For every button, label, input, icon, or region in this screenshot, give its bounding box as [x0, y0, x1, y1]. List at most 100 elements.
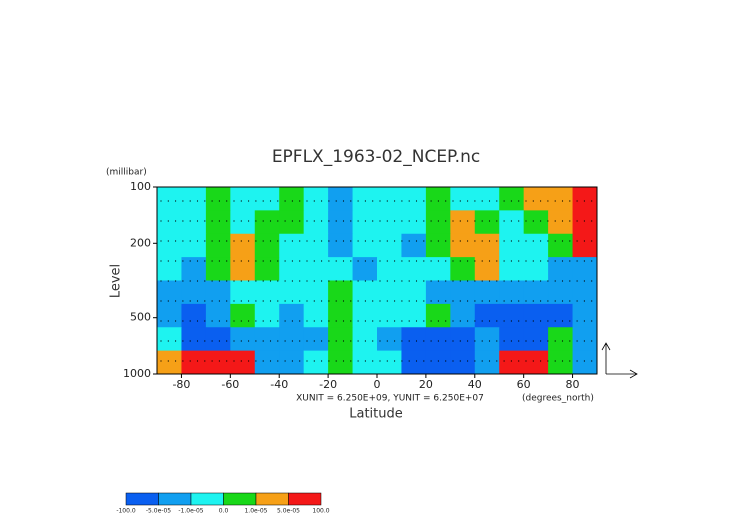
- vector-dot: [467, 220, 469, 222]
- vector-dot: [415, 260, 418, 262]
- vector-dot: [255, 240, 257, 242]
- contour-cell: [425, 303, 451, 328]
- contour-cell: [499, 350, 525, 375]
- vector-dot: [430, 240, 432, 242]
- contour-cell: [450, 280, 476, 305]
- contour-cell: [181, 303, 207, 328]
- vector-dot: [547, 240, 549, 242]
- contour-cell: [572, 187, 598, 211]
- x-tick-label: 0: [374, 378, 381, 391]
- vector-dot: [401, 220, 403, 222]
- vector-dot: [510, 260, 512, 262]
- vector-dot: [211, 260, 213, 262]
- vector-dot: [532, 300, 534, 302]
- colorbar-box: [190, 492, 224, 506]
- vector-dot: [357, 340, 359, 342]
- vector-dot: [211, 280, 213, 282]
- vector-dot: [569, 200, 571, 202]
- vector-dot: [430, 200, 432, 202]
- vector-dot: [240, 240, 242, 242]
- vector-dot: [226, 300, 228, 302]
- vector-dot: [372, 200, 374, 202]
- contour-cell: [352, 187, 378, 211]
- vector-dot: [481, 240, 483, 242]
- vector-dot: [350, 300, 352, 302]
- contour-cell: [254, 350, 280, 375]
- vector-dot: [218, 360, 220, 362]
- vector-dot: [226, 280, 228, 282]
- vector-dot: [467, 320, 469, 322]
- vector-dot: [532, 240, 534, 242]
- vector-dot: [291, 220, 293, 222]
- vector-dot: [248, 200, 250, 202]
- vector-dot: [583, 200, 586, 202]
- colorbar-label: -1.0e-05: [178, 508, 203, 515]
- vector-dot: [233, 320, 235, 322]
- vector-dot: [496, 280, 498, 282]
- vector-dot: [510, 360, 512, 362]
- vector-dot: [226, 340, 228, 342]
- contour-cell: [328, 350, 354, 375]
- vector-dot: [160, 360, 162, 362]
- vector-dot: [496, 300, 498, 302]
- vector-dot: [167, 280, 169, 282]
- contour-cell: [279, 187, 305, 211]
- contour-cell: [572, 350, 598, 375]
- vector-dot: [394, 200, 396, 202]
- vector-dot: [182, 240, 184, 242]
- vector-dot: [233, 240, 235, 242]
- vector-dot: [372, 260, 374, 262]
- vector-dot: [408, 360, 410, 362]
- vector-dot: [488, 260, 491, 262]
- vector-dot: [350, 220, 352, 222]
- vector-dot: [540, 240, 542, 242]
- vector-dot: [583, 340, 586, 342]
- contour-cell: [157, 257, 182, 281]
- vector-dot: [452, 320, 454, 322]
- contour-cell: [377, 350, 402, 375]
- chart-title: EPFLX_1963-02_NCEP.nc: [272, 147, 480, 167]
- vector-dot: [313, 220, 315, 222]
- vector-dot: [547, 260, 549, 262]
- vector-dot: [269, 220, 272, 222]
- vector-dot: [306, 200, 308, 202]
- vector-dot: [269, 300, 272, 302]
- contour-cell: [548, 233, 574, 258]
- contour-cell: [205, 303, 231, 328]
- vector-dot: [540, 200, 542, 202]
- contour-cell: [254, 303, 280, 328]
- contour-cell: [450, 233, 476, 258]
- vector-dot: [342, 320, 345, 322]
- y-axis-label: Level: [109, 264, 124, 298]
- contour-cell: [205, 350, 231, 375]
- x-tick-label: -80: [172, 378, 190, 391]
- vector-dot: [488, 320, 491, 322]
- vector-dot: [518, 280, 520, 282]
- contour-cell: [401, 257, 427, 281]
- vector-dot: [525, 360, 527, 362]
- vector-dot: [474, 220, 476, 222]
- vector-dot: [342, 280, 345, 282]
- vector-dot: [452, 240, 454, 242]
- vector-dot: [430, 360, 432, 362]
- vector-dot: [503, 300, 505, 302]
- vector-dot: [313, 300, 315, 302]
- vector-dot: [525, 280, 527, 282]
- vector-dot: [160, 260, 162, 262]
- vector-dot: [459, 240, 461, 242]
- vector-dot: [313, 340, 315, 342]
- vector-dot: [481, 280, 483, 282]
- vector-dot: [481, 360, 483, 362]
- vector-dot: [196, 300, 199, 302]
- vector-dot: [583, 220, 586, 222]
- vector-dot: [335, 280, 337, 282]
- vector-dot: [496, 220, 498, 222]
- vector-dot: [269, 280, 272, 282]
- vector-dot: [561, 300, 564, 302]
- vector-dot: [233, 200, 235, 202]
- vector-dot: [488, 280, 491, 282]
- vector-dot: [342, 240, 345, 242]
- vector-dot: [525, 300, 527, 302]
- contour-cell: [377, 187, 402, 211]
- vector-dot: [394, 320, 396, 322]
